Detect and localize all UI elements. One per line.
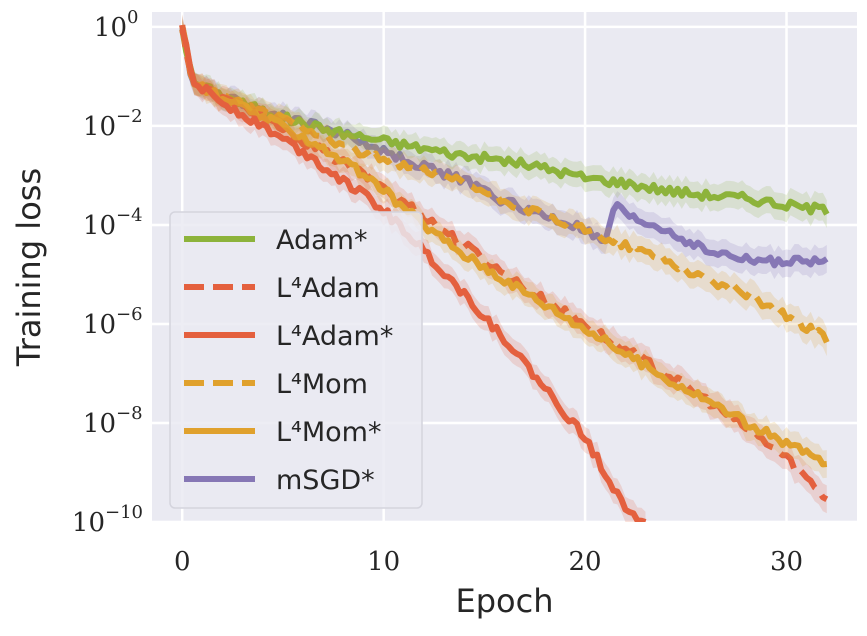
y-tick-base: 10 — [72, 508, 105, 538]
series-lines — [179, 14, 830, 522]
series-band — [182, 15, 827, 280]
legend-item: L⁴Mom — [184, 369, 368, 400]
x-tick-label: 20 — [569, 547, 602, 577]
y-tick-base: 10 — [83, 310, 116, 340]
series-line — [179, 24, 830, 344]
y-tick-label: 10 −4 — [83, 205, 143, 241]
series-band — [182, 14, 827, 357]
legend-box — [169, 211, 423, 509]
series-band — [182, 14, 827, 514]
series-band — [182, 18, 827, 228]
x-tick-label: 30 — [770, 547, 803, 577]
y-tick-label: 10 −6 — [83, 304, 143, 340]
y-tick-exponent: −10 — [105, 502, 143, 523]
y-tick-label: 10 −8 — [83, 403, 143, 439]
x-tick-label: 0 — [174, 547, 191, 577]
legend-item: L⁴Mom* — [184, 417, 381, 448]
legend-label: L⁴Adam — [276, 273, 380, 304]
legend-item: mSGD* — [184, 465, 375, 496]
x-axis-label: Epoch — [456, 582, 554, 620]
legend-label: Adam* — [276, 225, 367, 256]
x-tick-label: 10 — [367, 547, 400, 577]
legend-label: mSGD* — [276, 465, 375, 496]
y-tick-label: 10 −2 — [83, 106, 143, 142]
y-tick-base: 10 — [83, 211, 116, 241]
y-tick-exponent: −8 — [116, 403, 143, 424]
legend-label: L⁴Adam* — [276, 321, 393, 352]
y-tick-label: 10 −10 — [72, 502, 143, 538]
y-tick-exponent: −4 — [116, 205, 143, 226]
legend-label: L⁴Mom* — [276, 417, 381, 448]
legend-label: L⁴Mom — [276, 369, 368, 400]
y-tick-exponent: −6 — [116, 304, 143, 325]
y-tick-base: 10 — [83, 409, 116, 439]
y-tick-label: 10 0 — [94, 7, 139, 43]
y-axis-label: Training loss — [10, 168, 48, 367]
legend: Adam* L⁴Adam L⁴Adam* L⁴Mom L⁴Mom* mSGD* — [169, 211, 423, 509]
y-tick-base: 10 — [83, 112, 116, 142]
legend-item: L⁴Adam — [184, 273, 380, 304]
legend-item: Adam* — [184, 225, 367, 256]
y-tick-exponent: −2 — [116, 106, 143, 127]
series-line — [179, 29, 828, 468]
legend-item: L⁴Adam* — [184, 321, 393, 352]
y-tick-base: 10 — [94, 13, 127, 43]
y-tick-exponent: 0 — [127, 7, 138, 28]
